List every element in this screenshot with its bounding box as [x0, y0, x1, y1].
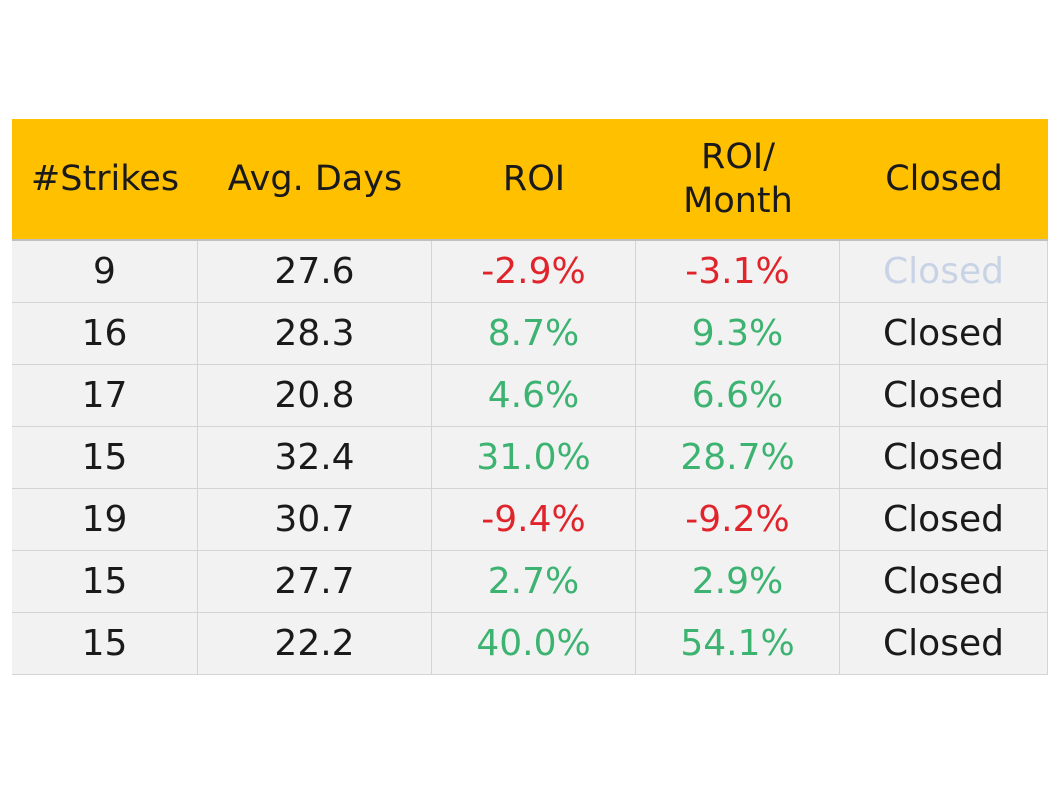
- cell-status: Closed: [840, 365, 1048, 426]
- cell-avg-days: 30.7: [198, 489, 432, 550]
- cell-roi: 2.7%: [432, 551, 636, 612]
- cell-strikes: 9: [12, 241, 198, 302]
- header-strikes: #Strikes: [30, 159, 180, 199]
- cell-strikes: 15: [12, 613, 198, 674]
- cell-status: Closed: [840, 303, 1048, 364]
- cell-roi: 4.6%: [432, 365, 636, 426]
- cell-strikes: 15: [12, 427, 198, 488]
- cell-status: Closed: [840, 551, 1048, 612]
- cell-roi-month: -3.1%: [636, 241, 840, 302]
- header-avg-days: Avg. Days: [227, 159, 403, 199]
- table-header: #Strikes Avg. Days ROI ROI/ Month Closed: [12, 119, 1048, 241]
- header-roi-month: ROI/ Month: [683, 137, 793, 221]
- cell-roi: 8.7%: [432, 303, 636, 364]
- cell-roi-month: 54.1%: [636, 613, 840, 674]
- cell-avg-days: 22.2: [198, 613, 432, 674]
- table-row: 15 22.2 40.0% 54.1% Closed: [12, 613, 1048, 675]
- cell-roi: -9.4%: [432, 489, 636, 550]
- table-row: 17 20.8 4.6% 6.6% Closed: [12, 365, 1048, 427]
- cell-avg-days: 20.8: [198, 365, 432, 426]
- cell-strikes: 15: [12, 551, 198, 612]
- table-row: 16 28.3 8.7% 9.3% Closed: [12, 303, 1048, 365]
- cell-avg-days: 27.6: [198, 241, 432, 302]
- cell-strikes: 19: [12, 489, 198, 550]
- cell-roi-month: 2.9%: [636, 551, 840, 612]
- cell-roi: -2.9%: [432, 241, 636, 302]
- cell-strikes: 17: [12, 365, 198, 426]
- table-row: 15 32.4 31.0% 28.7% Closed: [12, 427, 1048, 489]
- cell-status: Closed: [840, 241, 1048, 302]
- table-row: 19 30.7 -9.4% -9.2% Closed: [12, 489, 1048, 551]
- roi-table: #Strikes Avg. Days ROI ROI/ Month Closed…: [12, 119, 1048, 675]
- cell-status: Closed: [840, 613, 1048, 674]
- cell-avg-days: 32.4: [198, 427, 432, 488]
- cell-avg-days: 28.3: [198, 303, 432, 364]
- cell-status: Closed: [840, 489, 1048, 550]
- cell-strikes: 16: [12, 303, 198, 364]
- cell-roi-month: 6.6%: [636, 365, 840, 426]
- cell-avg-days: 27.7: [198, 551, 432, 612]
- cell-roi-month: 9.3%: [636, 303, 840, 364]
- cell-roi: 40.0%: [432, 613, 636, 674]
- cell-roi-month: 28.7%: [636, 427, 840, 488]
- header-roi: ROI: [502, 159, 566, 199]
- table-row: 9 27.6 -2.9% -3.1% Closed: [12, 241, 1048, 303]
- cell-status: Closed: [840, 427, 1048, 488]
- cell-roi-month: -9.2%: [636, 489, 840, 550]
- cell-roi: 31.0%: [432, 427, 636, 488]
- header-closed: Closed: [885, 159, 1003, 199]
- table-row: 15 27.7 2.7% 2.9% Closed: [12, 551, 1048, 613]
